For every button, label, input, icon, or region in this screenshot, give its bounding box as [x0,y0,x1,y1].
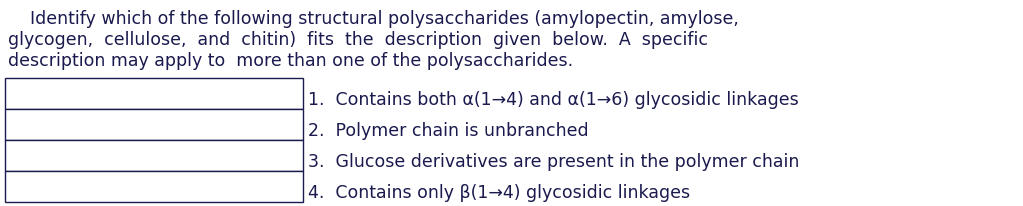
Text: description may apply to  more than one of the polysaccharides.: description may apply to more than one o… [8,52,573,70]
Bar [5,140,303,171]
Bar [5,78,303,109]
Text: Identify which of the following structural polysaccharides (amylopectin, amylose: Identify which of the following structur… [8,10,739,28]
Text: 1.  Contains both α(1→4) and α(1→6) glycosidic linkages: 1. Contains both α(1→4) and α(1→6) glyco… [308,91,799,109]
Text: 2.  Polymer chain is unbranched: 2. Polymer chain is unbranched [308,122,588,140]
Bar [5,171,303,202]
Text: 4.  Contains only β(1→4) glycosidic linkages: 4. Contains only β(1→4) glycosidic linka… [308,184,691,202]
Text: glycogen,  cellulose,  and  chitin)  fits  the  description  given  below.  A  s: glycogen, cellulose, and chitin) fits th… [8,31,708,49]
Text: 3.  Glucose derivatives are present in the polymer chain: 3. Glucose derivatives are present in th… [308,153,799,171]
Bar [5,109,303,140]
